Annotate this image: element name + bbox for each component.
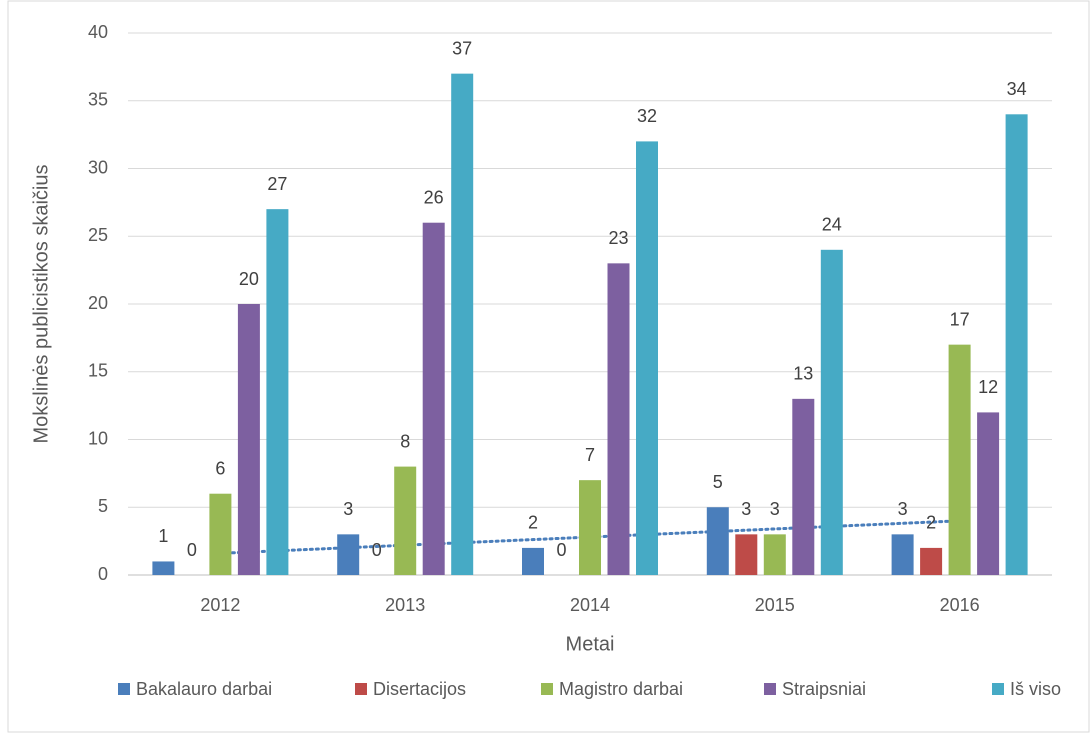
legend-swatch [992,683,1004,695]
value-label: 6 [215,458,225,478]
y-tick-label: 5 [98,496,108,516]
bar [977,412,1000,575]
x-tick-label: 2014 [570,595,610,615]
value-label: 0 [556,540,566,560]
y-tick-label: 35 [88,90,108,110]
x-tick-label: 2012 [200,595,240,615]
value-label: 3 [770,499,780,519]
bar [237,304,260,575]
legend-label: Iš viso [1010,679,1061,699]
value-label: 3 [343,499,353,519]
bar [1005,114,1028,576]
bar [636,141,658,575]
chart-frame [7,0,1090,733]
x-tick-label: 2015 [755,595,795,615]
value-label: 5 [713,472,723,492]
legend-swatch [764,683,776,695]
value-label: 8 [400,431,410,451]
bar [706,507,729,575]
legend-label: Bakalauro darbai [136,679,272,699]
legend-label: Straipsniai [782,679,866,699]
y-tick-label: 25 [88,225,108,245]
bar [266,209,289,575]
bar [920,547,943,575]
value-label: 24 [822,215,842,235]
value-label: 0 [187,540,197,560]
legend-label: Disertacijos [373,679,466,699]
value-label: 3 [898,499,908,519]
y-tick-label: 20 [88,293,108,313]
value-label: 12 [978,377,998,397]
value-label: 20 [239,269,259,289]
value-label: 0 [372,540,382,560]
bar [948,344,971,575]
bar [451,73,474,576]
bar [820,249,843,576]
bar [735,534,758,575]
y-tick-label: 40 [88,22,108,42]
value-label: 7 [585,445,595,465]
y-tick-label: 0 [98,564,108,584]
bar [394,466,417,575]
y-tick-label: 10 [88,428,108,448]
bar [152,561,175,575]
legend-swatch [541,683,553,695]
bar [209,493,232,575]
value-label: 34 [1007,79,1027,99]
value-label: 2 [926,513,936,533]
bar [891,534,914,575]
value-label: 26 [424,187,444,207]
y-tick-label: 30 [88,157,108,177]
value-label: 27 [267,174,287,194]
bar [422,222,445,575]
value-label: 3 [741,499,751,519]
value-label: 2 [528,513,538,533]
x-tick-label: 2013 [385,595,425,615]
legend-swatch [118,683,130,695]
y-tick-label: 15 [88,361,108,381]
bar [579,480,601,575]
value-label: 1 [158,526,168,546]
value-label: 13 [793,364,813,384]
value-label: 23 [608,228,628,248]
value-label: 32 [637,106,657,126]
x-axis-title: Metai [566,633,615,655]
bar [607,263,630,575]
bar [522,547,544,575]
bar [792,398,815,575]
legend-swatch [355,683,367,695]
bar [337,534,360,575]
value-label: 17 [950,309,970,329]
value-label: 37 [452,38,472,58]
x-tick-label: 2016 [940,595,980,615]
bar [763,534,786,575]
y-axis-title: Mokslinės publicistikos skaičius [30,165,52,444]
legend-label: Magistro darbai [559,679,683,699]
